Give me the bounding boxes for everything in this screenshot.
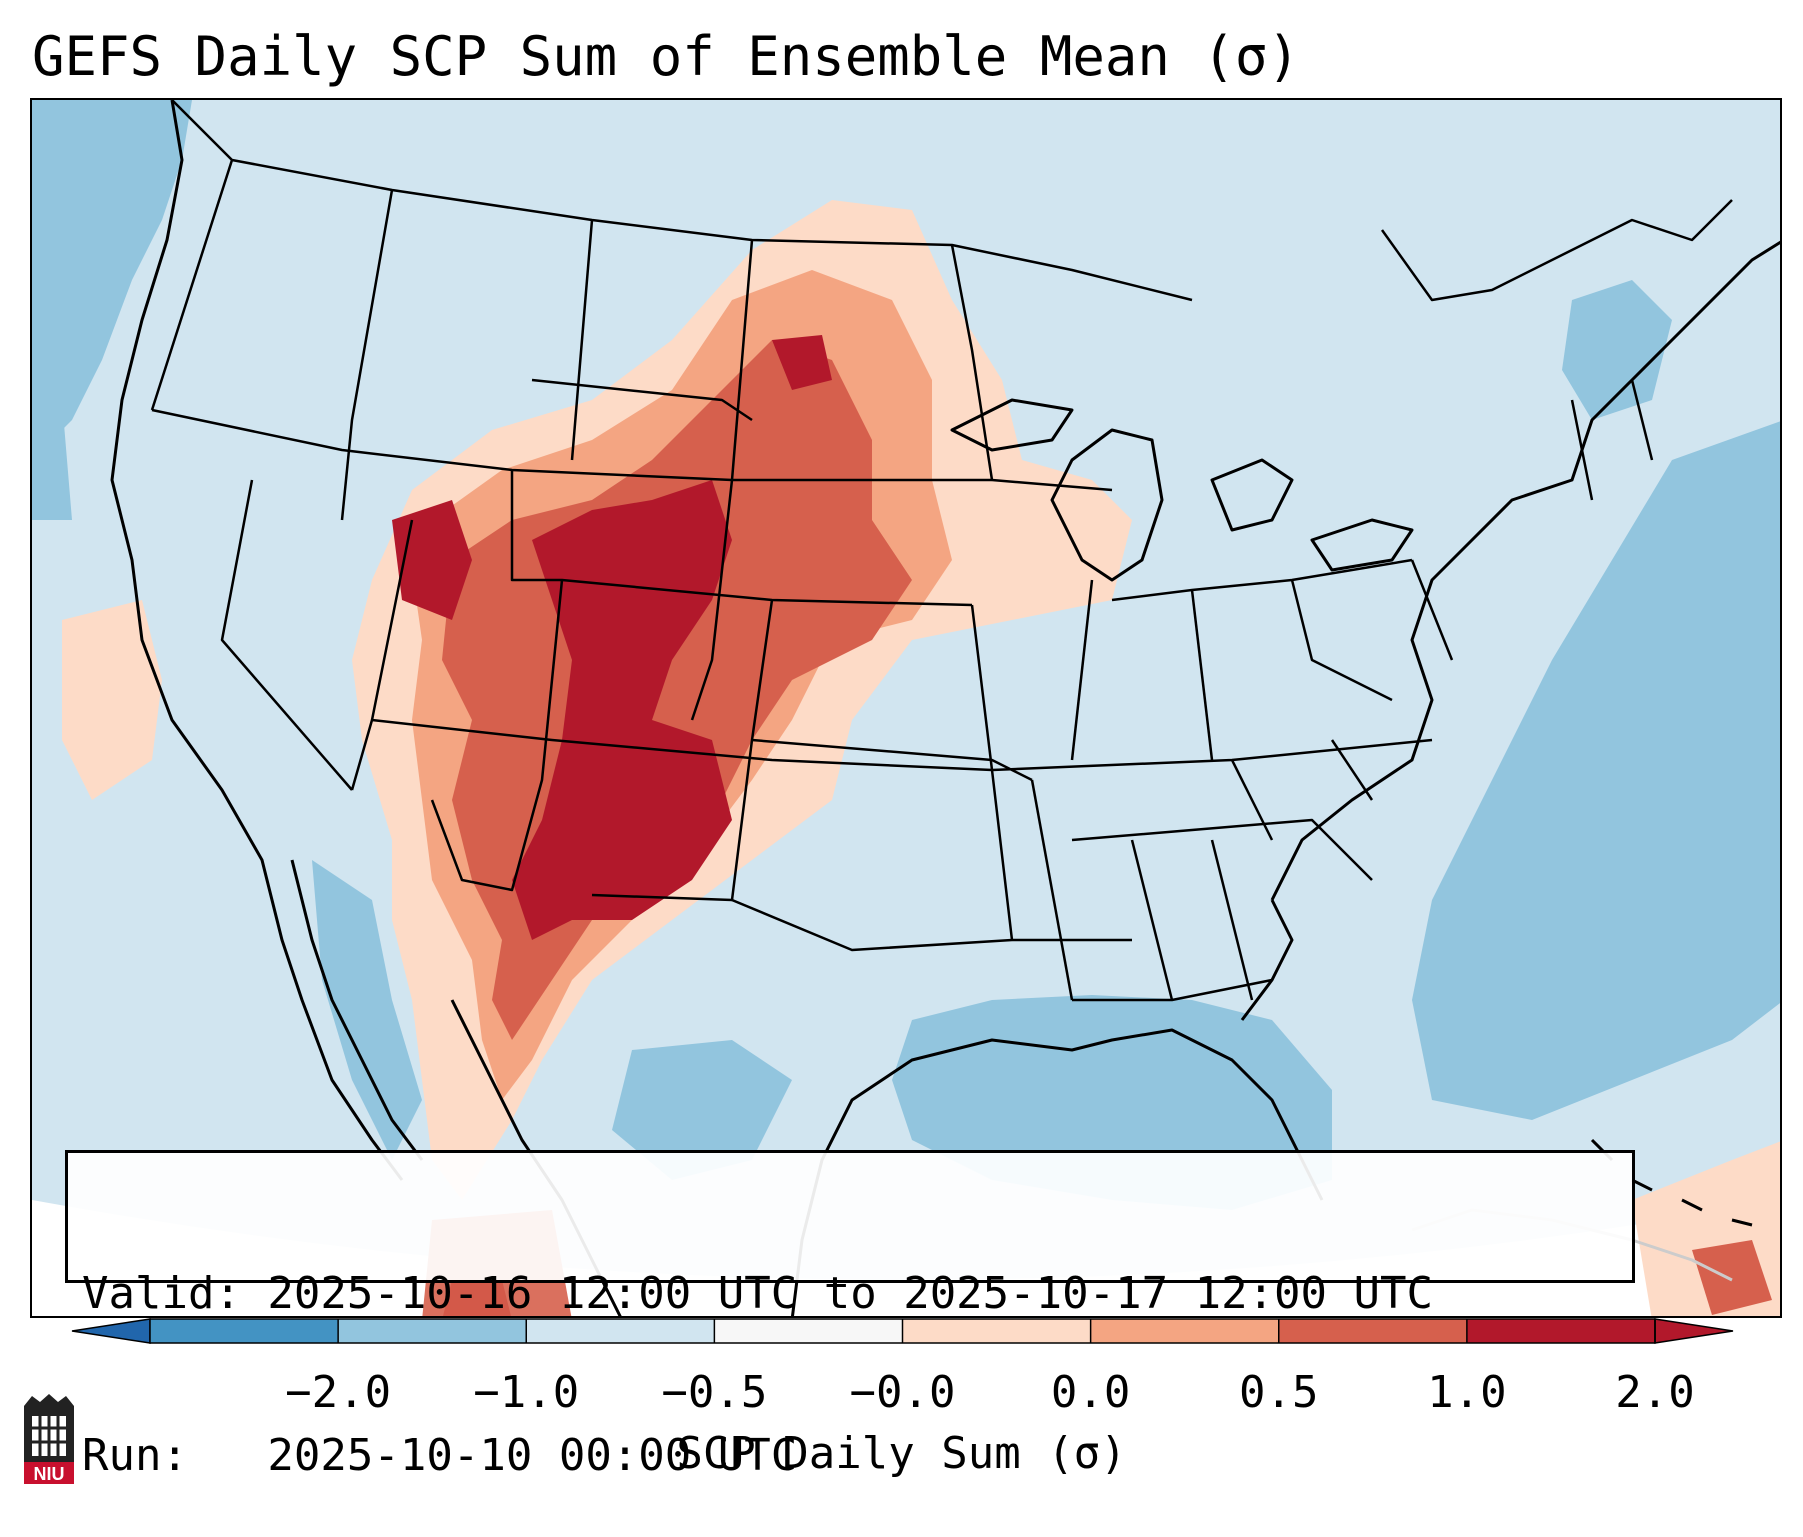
colorbar-segment xyxy=(338,1319,527,1343)
colorbar-tick-label: 0.0 xyxy=(1050,1367,1131,1418)
colorbar-segment xyxy=(526,1319,715,1343)
colorbar-tick-label: 0.5 xyxy=(1239,1367,1319,1418)
caribbean-positive-2 xyxy=(1692,1240,1772,1315)
colorbar-label: SCP Daily Sum (σ) xyxy=(676,1428,1127,1479)
map-canvas xyxy=(32,100,1780,1316)
colorbar-tick-label: −1.0 xyxy=(473,1367,580,1418)
colorbar-segment xyxy=(714,1319,903,1343)
anomaly-extreme xyxy=(512,480,732,940)
colorbar-tick-label: 1.0 xyxy=(1427,1367,1507,1418)
colorbar-over-extension xyxy=(1654,1318,1734,1344)
logo-text: NIU xyxy=(34,1464,65,1484)
colorbar-tick-label: 2.0 xyxy=(1615,1367,1695,1418)
pacific-ocean-shading-2 xyxy=(32,400,72,520)
anomaly-extreme-dakota xyxy=(772,335,832,390)
state-borders xyxy=(150,100,1733,1002)
niu-logo: NIU xyxy=(24,1394,74,1484)
colorbar-segment xyxy=(150,1319,339,1343)
atlantic-ocean-shading-2 xyxy=(1562,280,1672,420)
mexico-shading xyxy=(612,1040,792,1180)
colorbar-tick-label: −0.0 xyxy=(849,1367,956,1418)
atlantic-ocean-shading xyxy=(1412,421,1780,1120)
map-title: GEFS Daily SCP Sum of Ensemble Mean (σ) xyxy=(32,25,1300,88)
valid-run-info-box: Valid: 2025-10-16 12:00 UTC to 2025-10-1… xyxy=(65,1150,1635,1481)
colorbar-tick-label: −0.5 xyxy=(661,1367,768,1418)
colorbar-segment xyxy=(1278,1319,1467,1343)
colorbar-tick-label: −2.0 xyxy=(285,1367,392,1418)
pacific-ocean-shading xyxy=(32,100,192,460)
map-panel[interactable] xyxy=(30,98,1782,1318)
run-time-text: Run: 2025-10-10 00:00 UTC xyxy=(82,1430,798,1481)
colorbar-under-extension xyxy=(71,1318,151,1344)
baja-shading xyxy=(312,860,422,1160)
colorbar xyxy=(71,1318,1734,1344)
colorbar-segment xyxy=(1090,1319,1279,1343)
anomaly-extreme-utah xyxy=(392,500,472,620)
colorbar-segment xyxy=(902,1319,1091,1343)
anomaly-california xyxy=(62,600,162,800)
colorbar-segment xyxy=(1466,1319,1655,1343)
valid-time-text: Valid: 2025-10-16 12:00 UTC to 2025-10-1… xyxy=(82,1268,1434,1319)
